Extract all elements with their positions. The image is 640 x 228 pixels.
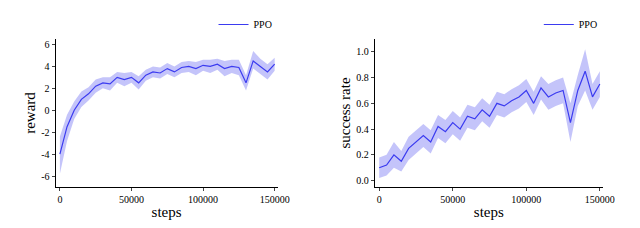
svg-text:2: 2 xyxy=(45,83,50,94)
svg-text:-6: -6 xyxy=(41,171,49,182)
svg-text:0.4: 0.4 xyxy=(356,124,369,135)
svg-text:50000: 50000 xyxy=(119,194,144,205)
svg-text:0: 0 xyxy=(57,194,62,205)
svg-text:PPO: PPO xyxy=(579,19,597,30)
svg-text:steps: steps xyxy=(152,204,182,220)
svg-text:PPO: PPO xyxy=(254,19,272,30)
svg-text:success rate: success rate xyxy=(337,77,353,149)
svg-text:150000: 150000 xyxy=(260,194,290,205)
svg-text:-2: -2 xyxy=(41,127,49,138)
svg-text:50000: 50000 xyxy=(440,194,465,205)
svg-text:0: 0 xyxy=(377,194,382,205)
svg-text:0.2: 0.2 xyxy=(356,149,369,160)
svg-text:0.8: 0.8 xyxy=(356,72,369,83)
svg-text:100000: 100000 xyxy=(511,194,541,205)
svg-text:4: 4 xyxy=(45,61,50,72)
svg-text:1.0: 1.0 xyxy=(356,46,369,57)
svg-text:6: 6 xyxy=(45,39,50,50)
svg-text:0.0: 0.0 xyxy=(356,175,369,186)
svg-text:0: 0 xyxy=(45,105,50,116)
svg-text:100000: 100000 xyxy=(188,194,218,205)
svg-text:reward: reward xyxy=(22,92,38,134)
svg-text:-4: -4 xyxy=(41,149,49,160)
svg-text:0.6: 0.6 xyxy=(356,98,369,109)
svg-text:steps: steps xyxy=(474,204,504,220)
svg-text:150000: 150000 xyxy=(585,194,615,205)
